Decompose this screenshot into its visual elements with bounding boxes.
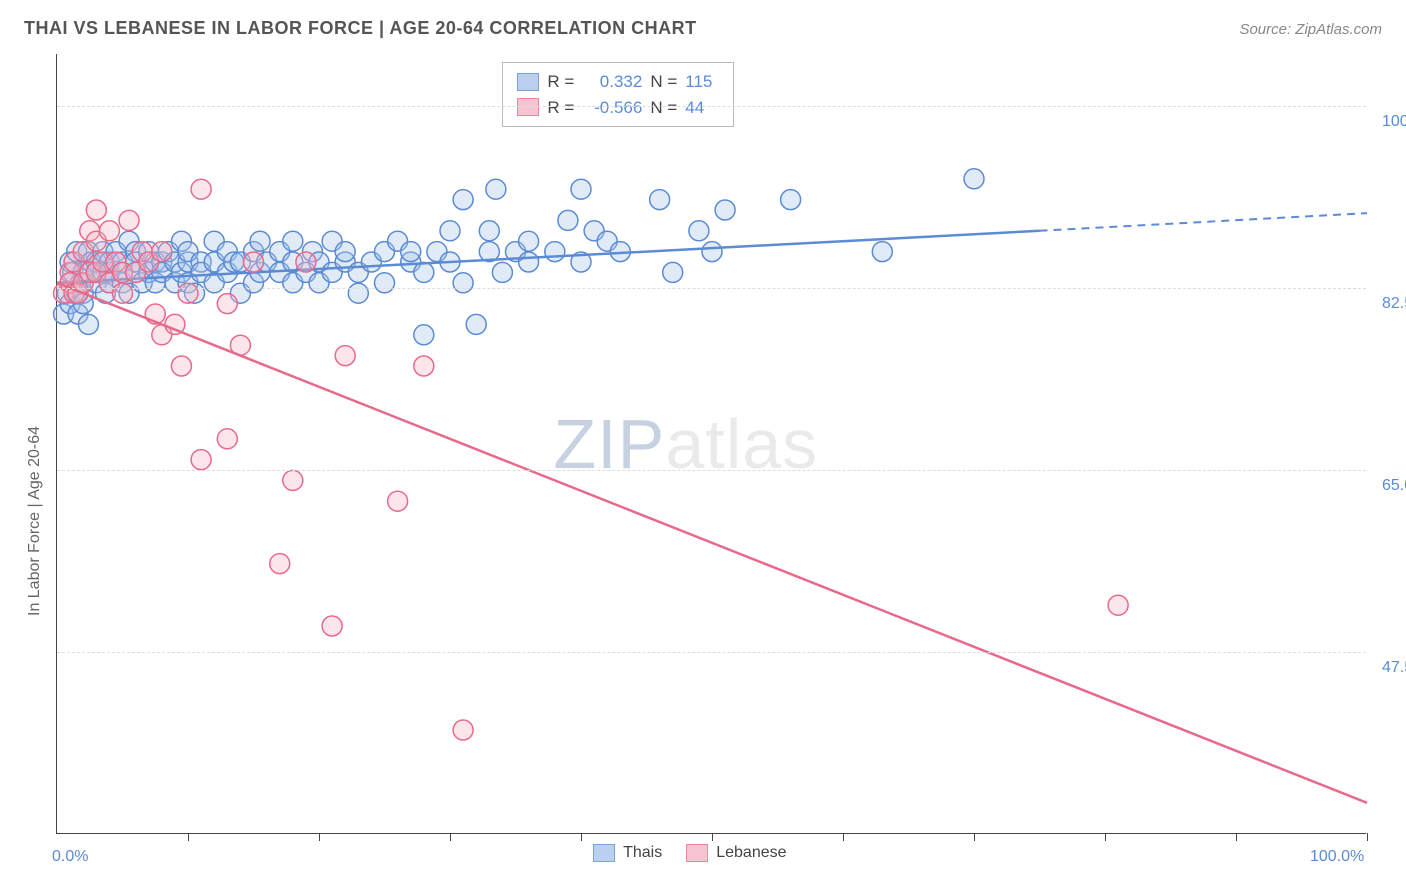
data-point [401,242,421,262]
data-point [479,221,499,241]
data-point [178,283,198,303]
data-point [558,210,578,230]
legend-label: Lebanese [716,844,786,862]
x-tick [843,833,844,841]
data-point [781,190,801,210]
legend-swatch [593,844,615,862]
x-tick [450,833,451,841]
data-point [964,169,984,189]
data-point [453,190,473,210]
legend-item: Thais [593,844,662,862]
data-point [702,242,722,262]
data-point [414,325,434,345]
data-point [217,429,237,449]
data-point [322,616,342,636]
legend-item: Lebanese [686,844,786,862]
data-point [171,356,191,376]
trend-line [57,283,1367,803]
data-point [283,470,303,490]
r-value: -0.566 [582,95,642,121]
data-point [113,283,133,303]
gridline [57,652,1366,653]
data-point [270,554,290,574]
stats-row: R = -0.566 N = 44 [517,95,719,121]
x-axis-min-label: 0.0% [52,848,88,866]
series-swatch [517,98,539,116]
data-point [152,242,172,262]
chart-title: THAI VS LEBANESE IN LABOR FORCE | AGE 20… [24,18,697,39]
data-point [191,450,211,470]
n-label: N = [650,95,677,121]
x-tick [1367,833,1368,841]
data-point [388,491,408,511]
gridline [57,470,1366,471]
data-point [519,231,539,251]
y-axis-title: In Labor Force | Age 20-64 [26,426,44,616]
data-point [689,221,709,241]
data-point [348,283,368,303]
data-point [486,179,506,199]
y-tick-label: 65.0% [1382,477,1406,495]
x-tick [1105,833,1106,841]
data-point [519,252,539,272]
data-point [453,273,473,293]
data-point [217,294,237,314]
data-point [250,231,270,251]
chart-svg [57,54,1367,834]
data-point [375,273,395,293]
data-point [545,242,565,262]
r-label: R = [547,95,574,121]
data-point [663,262,683,282]
trend-line-extension [1040,213,1368,231]
x-tick [712,833,713,841]
chart-source: Source: ZipAtlas.com [1239,21,1382,38]
stats-box: R = 0.332 N = 115 R = -0.566 N = 44 [502,62,734,127]
y-tick-label: 82.5% [1382,295,1406,313]
data-point [1108,595,1128,615]
gridline [57,288,1366,289]
data-point [872,242,892,262]
r-value: 0.332 [582,69,642,95]
gridline [57,106,1366,107]
data-point [492,262,512,282]
n-value: 44 [685,95,719,121]
data-point [78,314,98,334]
stats-row: R = 0.332 N = 115 [517,69,719,95]
n-label: N = [650,69,677,95]
data-point [283,231,303,251]
legend-label: Thais [623,844,662,862]
data-point [191,179,211,199]
data-point [440,221,460,241]
n-value: 115 [685,69,719,95]
x-tick [188,833,189,841]
data-point [86,200,106,220]
x-tick [974,833,975,841]
x-tick [1236,833,1237,841]
series-swatch [517,73,539,91]
data-point [99,221,119,241]
y-tick-label: 100.0% [1382,113,1406,131]
x-tick [319,833,320,841]
data-point [119,210,139,230]
data-point [571,179,591,199]
data-point [335,242,355,262]
y-tick-label: 47.5% [1382,659,1406,677]
data-point [453,720,473,740]
r-label: R = [547,69,574,95]
data-point [335,346,355,366]
legend-swatch [686,844,708,862]
data-point [244,252,264,272]
plot-area: ZIPatlas R =0.332N =115R =-0.566N =44 47… [56,54,1366,834]
legend: Thais Lebanese [593,844,786,862]
data-point [414,262,434,282]
data-point [414,356,434,376]
chart-header: THAI VS LEBANESE IN LABOR FORCE | AGE 20… [24,18,1382,39]
data-point [715,200,735,220]
x-tick [581,833,582,841]
data-point [466,314,486,334]
data-point [296,252,316,272]
x-axis-max-label: 100.0% [1310,848,1364,866]
data-point [650,190,670,210]
